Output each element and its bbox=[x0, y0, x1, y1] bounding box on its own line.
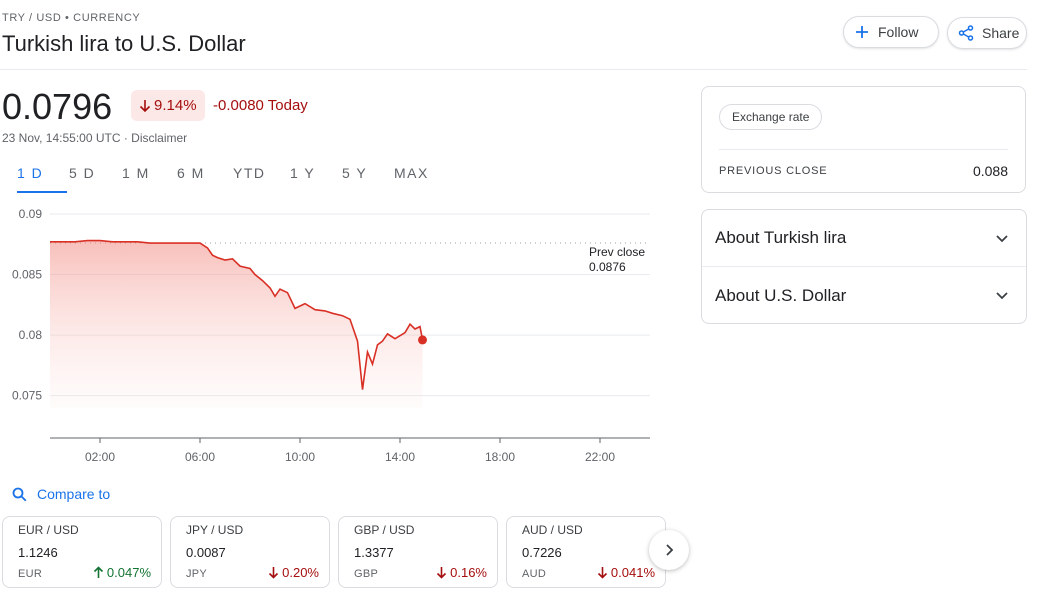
card-value: 1.3377 bbox=[354, 545, 394, 560]
card-value: 0.0087 bbox=[186, 545, 226, 560]
range-tab[interactable]: 1 Y bbox=[290, 165, 316, 181]
quote-timestamp[interactable]: 23 Nov, 14:55:00 UTC · Disclaimer bbox=[2, 131, 188, 145]
about-panel: About Turkish lira About U.S. Dollar bbox=[701, 209, 1027, 324]
x-tick-label: 18:00 bbox=[485, 450, 515, 464]
about-turkish-lira-label: About Turkish lira bbox=[715, 228, 847, 247]
card-pair: AUD / USD bbox=[522, 523, 583, 537]
panel-divider bbox=[719, 149, 1008, 150]
arrow-up-icon bbox=[93, 566, 104, 579]
card-change-value: 0.16% bbox=[450, 565, 487, 580]
card-change: 0.047% bbox=[93, 565, 151, 580]
current-price-dot bbox=[418, 335, 427, 345]
range-tab[interactable]: 6 M bbox=[177, 165, 205, 181]
x-tick-label: 02:00 bbox=[85, 450, 115, 464]
x-tick-label: 06:00 bbox=[185, 450, 215, 464]
compare-to-link[interactable]: Compare to bbox=[12, 486, 110, 502]
card-value: 0.7226 bbox=[522, 545, 562, 560]
change-today: -0.0080 Today bbox=[213, 97, 308, 114]
prev-close-annotation: Prev close 0.0876 bbox=[589, 245, 645, 275]
previous-close-value: 0.088 bbox=[972, 163, 1008, 179]
chevron-down-icon bbox=[995, 288, 1009, 302]
card-change-value: 0.041% bbox=[610, 565, 655, 580]
card-pair: GBP / USD bbox=[354, 523, 415, 537]
arrow-down-icon bbox=[139, 99, 151, 113]
arrow-down-icon bbox=[597, 566, 608, 579]
card-change: 0.16% bbox=[436, 565, 487, 580]
chevron-right-icon bbox=[662, 543, 676, 557]
card-pair: JPY / USD bbox=[186, 523, 244, 537]
about-turkish-lira[interactable]: About Turkish lira bbox=[702, 210, 1026, 267]
compare-label: Compare to bbox=[37, 486, 111, 502]
card-change: 0.20% bbox=[268, 565, 319, 580]
arrow-down-icon bbox=[268, 566, 279, 579]
chart-area bbox=[50, 240, 423, 408]
card-currency: EUR bbox=[18, 568, 43, 580]
card-change-value: 0.047% bbox=[106, 565, 151, 580]
plus-icon bbox=[854, 24, 870, 40]
share-icon bbox=[958, 25, 974, 41]
chevron-down-icon bbox=[995, 231, 1009, 245]
range-tab[interactable]: 1 D bbox=[17, 165, 69, 193]
prev-close-value: 0.0876 bbox=[589, 260, 626, 274]
range-tab[interactable]: 5 D bbox=[69, 165, 96, 181]
about-us-dollar[interactable]: About U.S. Dollar bbox=[702, 267, 1026, 324]
compare-card[interactable]: JPY / USD 0.0087 JPY 0.20% bbox=[170, 516, 330, 588]
share-button[interactable]: Share bbox=[947, 17, 1027, 49]
breadcrumb: TRY / USD • CURRENCY bbox=[2, 12, 141, 24]
range-tab[interactable]: YTD bbox=[233, 165, 266, 181]
card-currency: AUD bbox=[522, 568, 547, 580]
range-tab[interactable]: 5 Y bbox=[342, 165, 368, 181]
card-pair: EUR / USD bbox=[18, 523, 79, 537]
search-icon bbox=[12, 487, 27, 502]
about-us-dollar-label: About U.S. Dollar bbox=[715, 285, 847, 305]
exchange-rate-panel: Exchange rate PREVIOUS CLOSE 0.088 bbox=[701, 86, 1026, 193]
range-tab[interactable]: 1 M bbox=[122, 165, 150, 181]
y-tick-label: 0.085 bbox=[12, 268, 42, 282]
compare-card[interactable]: GBP / USD 1.3377 GBP 0.16% bbox=[338, 516, 498, 588]
arrow-down-icon bbox=[436, 566, 447, 579]
card-change-value: 0.20% bbox=[282, 565, 319, 580]
compare-card[interactable]: EUR / USD 1.1246 EUR 0.047% bbox=[2, 516, 162, 588]
card-change: 0.041% bbox=[597, 565, 655, 580]
y-tick-label: 0.09 bbox=[19, 207, 43, 221]
follow-label: Follow bbox=[878, 24, 919, 40]
card-currency: GBP bbox=[354, 568, 379, 580]
y-tick-label: 0.075 bbox=[12, 389, 42, 403]
x-tick-label: 10:00 bbox=[285, 450, 315, 464]
page-title: Turkish lira to U.S. Dollar bbox=[2, 31, 246, 56]
header-divider bbox=[0, 69, 1027, 70]
card-value: 1.1246 bbox=[18, 545, 58, 560]
change-percent: 9.14% bbox=[154, 97, 197, 114]
follow-button[interactable]: Follow bbox=[843, 16, 939, 48]
share-label: Share bbox=[982, 25, 1020, 41]
card-currency: JPY bbox=[186, 568, 208, 580]
change-percent-badge: 9.14% bbox=[131, 90, 205, 121]
current-price: 0.0796 bbox=[2, 86, 113, 127]
previous-close-label: PREVIOUS CLOSE bbox=[719, 165, 828, 177]
exchange-rate-chip[interactable]: Exchange rate bbox=[719, 104, 823, 130]
price-chart[interactable]: 0.09 0.085 0.08 0.075 02:00 06:00 10:00 14:00 1… bbox=[0, 200, 660, 470]
next-button[interactable] bbox=[649, 530, 689, 570]
compare-card[interactable]: AUD / USD 0.7226 AUD 0.041% bbox=[506, 516, 666, 588]
price-line bbox=[50, 239, 424, 390]
y-tick-label: 0.08 bbox=[19, 328, 43, 342]
range-tab[interactable]: MAX bbox=[394, 165, 429, 181]
prev-close-label: Prev close bbox=[589, 245, 646, 259]
x-tick-label: 14:00 bbox=[385, 450, 415, 464]
x-tick-label: 22:00 bbox=[585, 450, 615, 464]
